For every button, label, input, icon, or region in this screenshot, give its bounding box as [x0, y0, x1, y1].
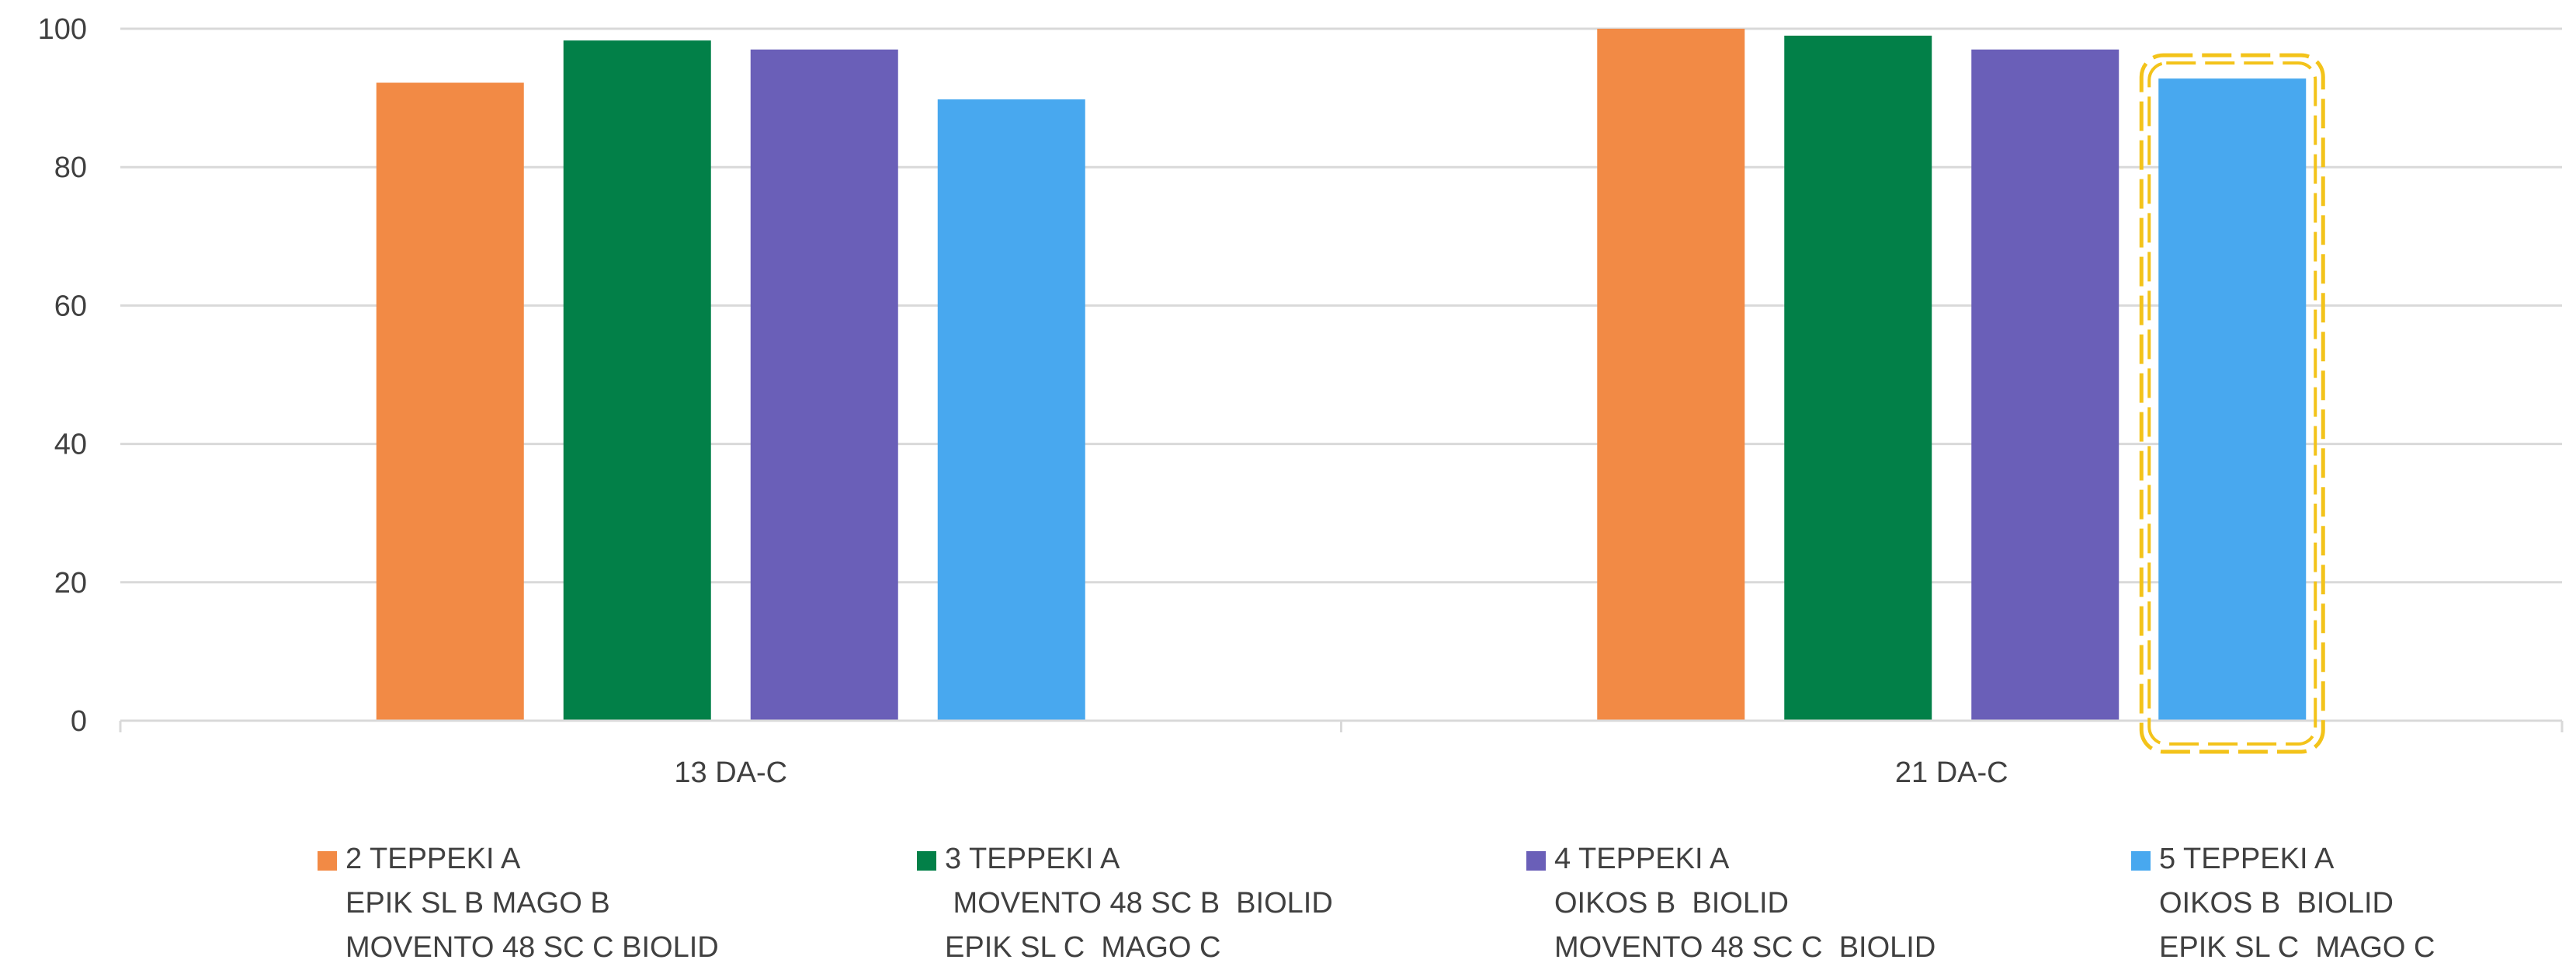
legend-label: 5 TEPPEKI A OIKOS B BIOLID EPIK SL C MAG…: [2159, 843, 2435, 964]
y-tick-label: 80: [54, 151, 87, 184]
y-axis-tick-labels: 0 20 40 60 80 100: [38, 13, 87, 738]
legend-swatch: [2131, 851, 2151, 871]
bar: [1597, 29, 1745, 721]
legend-label: 2 TEPPEKI A EPIK SL B MAGO B MOVENTO 48 …: [345, 843, 719, 964]
highlight-inner-outline: [2147, 61, 2317, 746]
category-label: 21 DA-C: [1895, 756, 2008, 789]
legend-swatch: [318, 851, 337, 871]
bar-chart: 0 20 40 60 80 100 13 DA-C 21 DA-C: [38, 13, 2564, 789]
legend-label: 3 TEPPEKI A MOVENTO 48 SC B BIOLID EPIK …: [945, 843, 1333, 964]
bars: [376, 29, 2307, 721]
gridlines: [120, 27, 2562, 584]
y-tick-label: 60: [54, 290, 87, 322]
legend-swatch: [917, 851, 936, 871]
bar: [750, 49, 898, 721]
bar: [563, 40, 711, 721]
bar: [2158, 78, 2307, 721]
x-axis: 13 DA-C 21 DA-C: [119, 719, 2564, 789]
y-tick-label: 20: [54, 567, 87, 600]
bar: [376, 82, 524, 721]
bar: [1784, 35, 1932, 721]
bar: [1971, 49, 2119, 721]
y-tick-label: 40: [54, 429, 87, 461]
legend: 2 TEPPEKI A EPIK SL B MAGO B MOVENTO 48 …: [0, 837, 2576, 965]
y-tick-label: 0: [71, 705, 87, 738]
category-label: 13 DA-C: [674, 756, 787, 789]
y-tick-label: 100: [38, 13, 87, 46]
legend-label: 4 TEPPEKI A OIKOS B BIOLID MOVENTO 48 SC…: [1554, 843, 1936, 964]
legend-swatch: [1526, 851, 1546, 871]
bar: [937, 99, 1085, 721]
highlight-box: [2139, 53, 2325, 754]
